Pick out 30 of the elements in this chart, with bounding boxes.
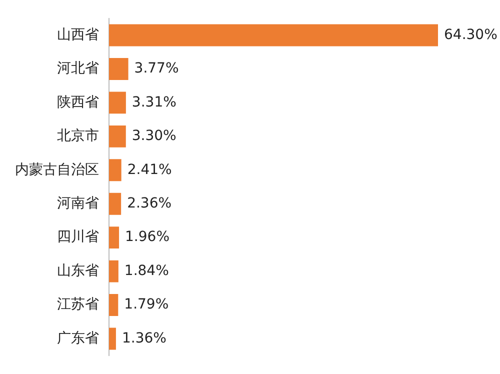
data-label: 3.30% <box>132 128 176 144</box>
y-tick-label: 河南省 <box>57 196 99 212</box>
data-label: 2.36% <box>127 196 172 212</box>
y-tick-label: 山东省 <box>57 262 99 279</box>
data-label: 64.30% <box>444 26 498 43</box>
bar <box>109 294 118 316</box>
data-label: 1.36% <box>122 330 166 346</box>
data-label: 1.84% <box>124 262 169 279</box>
y-tick-label: 河北省 <box>57 60 99 77</box>
y-tick-label: 山西省 <box>57 26 99 43</box>
y-tick-label: 江苏省 <box>57 296 99 313</box>
bar <box>109 226 120 249</box>
data-label: 1.96% <box>125 229 170 246</box>
bar <box>109 328 116 350</box>
data-label: 1.79% <box>124 296 169 313</box>
y-tick-label: 北京市 <box>57 128 99 144</box>
bar <box>109 125 126 148</box>
bar <box>109 58 128 80</box>
y-tick-label: 陕西省 <box>57 94 99 110</box>
bar <box>109 192 122 215</box>
bar <box>109 92 126 114</box>
bar <box>109 260 118 282</box>
data-label: 3.31% <box>132 94 176 110</box>
bar <box>109 24 438 46</box>
y-tick-label: 内蒙古自治区 <box>15 162 99 178</box>
bar <box>109 159 122 182</box>
y-tick-label: 四川省 <box>57 229 99 246</box>
data-label: 3.77% <box>134 60 179 77</box>
y-tick-label: 广东省 <box>57 330 99 346</box>
data-label: 2.41% <box>127 162 172 178</box>
